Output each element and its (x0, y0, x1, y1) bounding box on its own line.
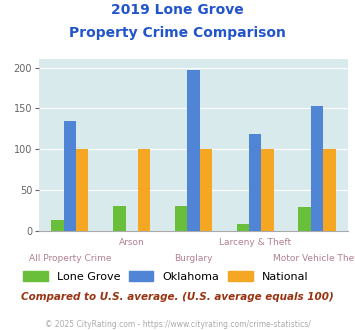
Bar (76, 149, 88, 231)
Text: Compared to U.S. average. (U.S. average equals 100): Compared to U.S. average. (U.S. average … (21, 292, 334, 302)
Bar (261, 149, 274, 231)
Bar (187, 70, 200, 231)
Text: Larceny & Theft: Larceny & Theft (219, 238, 291, 247)
Bar (237, 224, 249, 231)
Bar (51, 220, 64, 231)
Text: Motor Vehicle Theft: Motor Vehicle Theft (273, 254, 355, 263)
Text: 2019 Lone Grove: 2019 Lone Grove (111, 3, 244, 17)
Text: Property Crime Comparison: Property Crime Comparison (69, 26, 286, 40)
Bar (249, 134, 261, 231)
Bar (64, 121, 76, 231)
Legend: Lone Grove, Oklahoma, National: Lone Grove, Oklahoma, National (23, 271, 308, 282)
Bar (175, 207, 187, 231)
Bar (113, 207, 126, 231)
Bar (138, 149, 150, 231)
Bar (299, 207, 311, 231)
Text: Arson: Arson (119, 238, 144, 247)
Text: Burglary: Burglary (174, 254, 213, 263)
Bar (200, 149, 212, 231)
Bar (323, 149, 335, 231)
Text: © 2025 CityRating.com - https://www.cityrating.com/crime-statistics/: © 2025 CityRating.com - https://www.city… (45, 320, 310, 329)
Text: All Property Crime: All Property Crime (29, 254, 111, 263)
Bar (311, 106, 323, 231)
